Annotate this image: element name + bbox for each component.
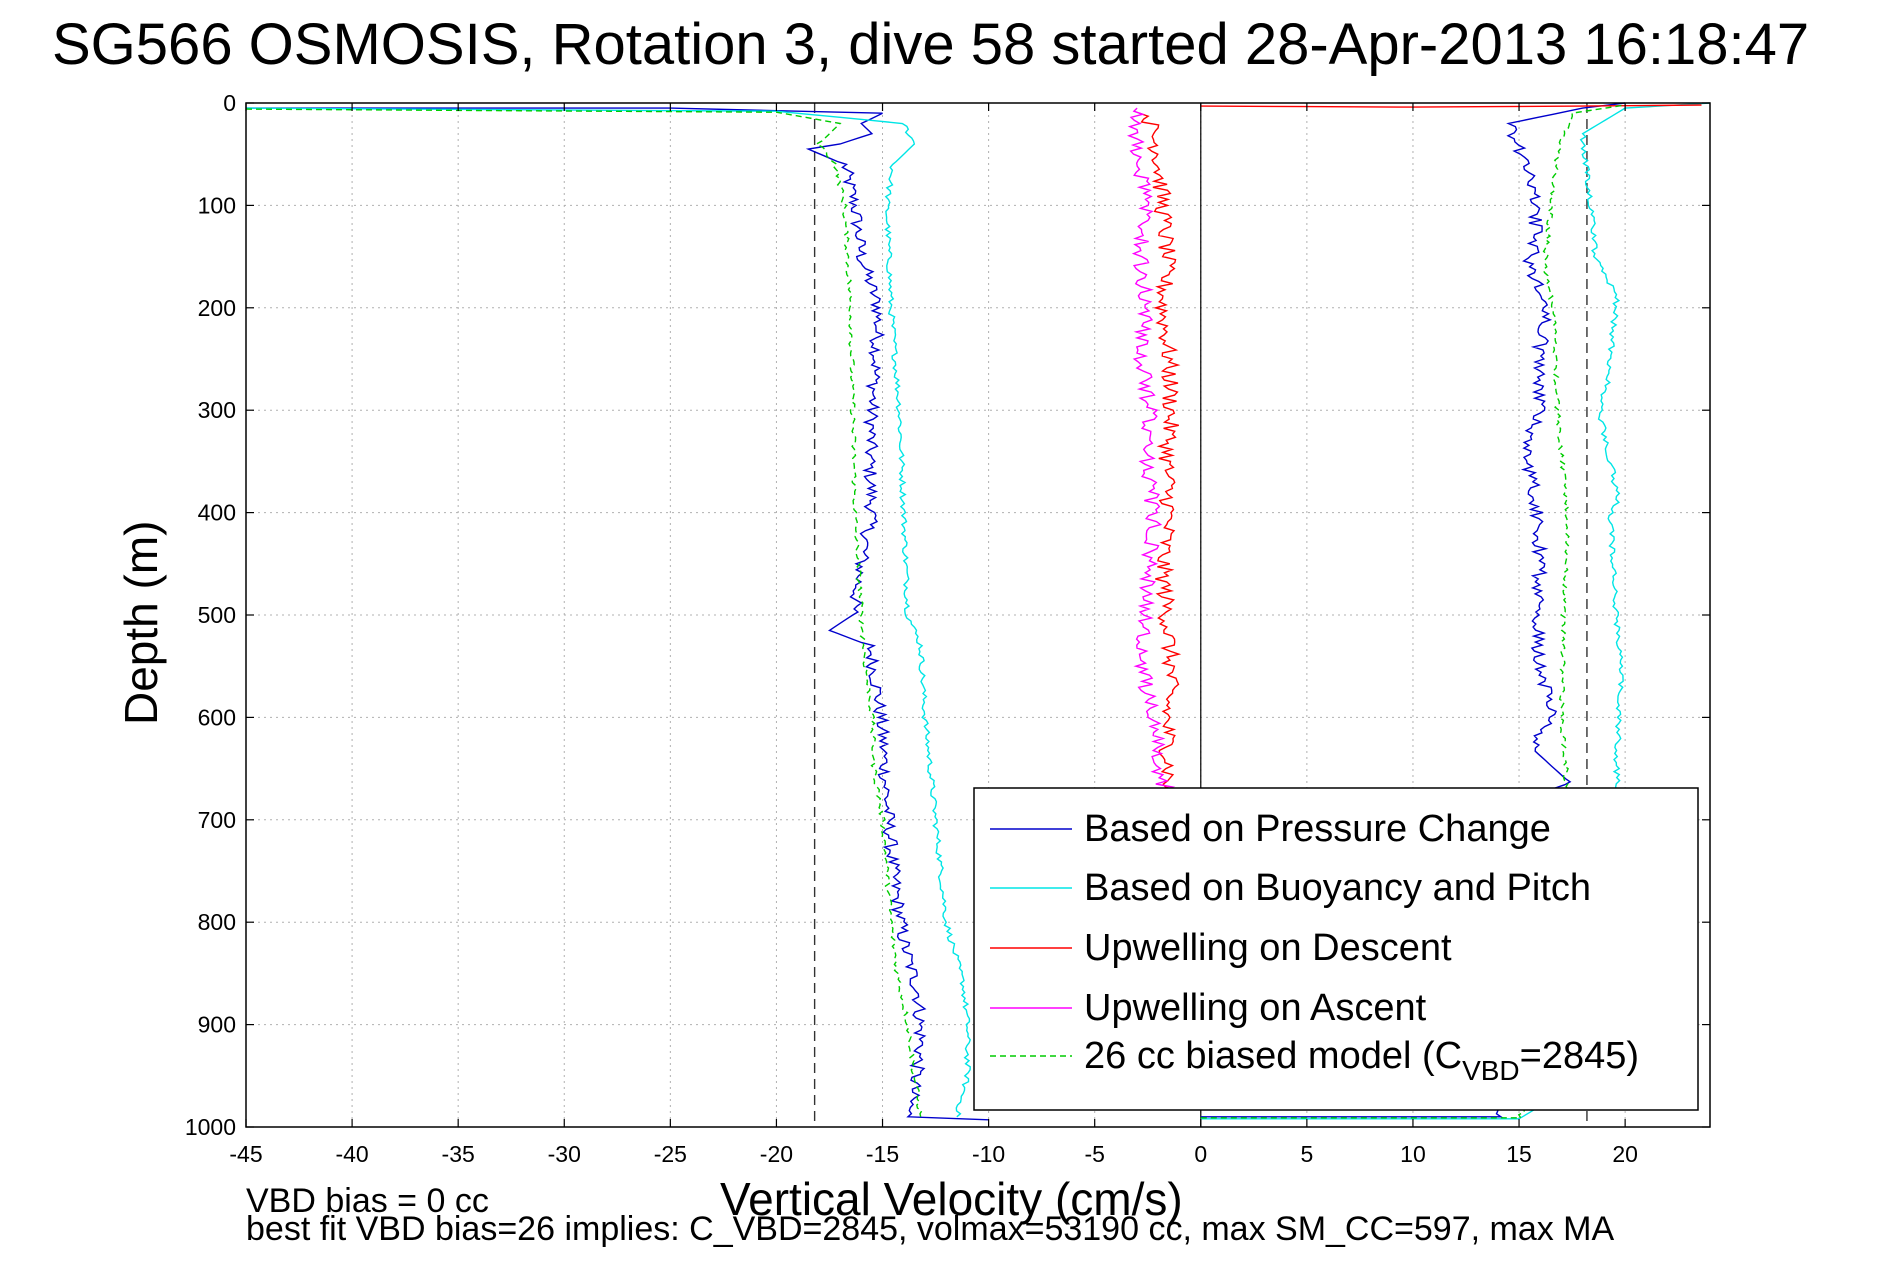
y-tick-label: 100 [198, 192, 236, 218]
y-tick-label: 300 [198, 397, 236, 423]
y-tick-label: 0 [223, 90, 236, 116]
x-tick-label: -25 [654, 1141, 687, 1167]
y-tick-label: 500 [198, 602, 236, 628]
x-tick-label: 0 [1194, 1141, 1207, 1167]
x-tick-label: -35 [442, 1141, 475, 1167]
legend-box [973, 787, 1699, 1111]
series-line-upwelling_descent [1139, 112, 1182, 800]
x-tick-label: -30 [548, 1141, 581, 1167]
x-ticks: -45 -40 -35 -30 -25 -20 -15 -10 -5 0 5 10 15 20 [229, 103, 1638, 1167]
x-tick-label: -45 [229, 1141, 262, 1167]
series-line-upwelling_descent [1200, 104, 1702, 108]
y-tick-label: 700 [198, 807, 236, 833]
series-line-pressure [246, 107, 989, 1121]
legend-label-pressure: Based on Pressure Change [1084, 808, 1551, 850]
chart-title: SG566 OSMOSIS, Rotation 3, dive 58 start… [52, 12, 1810, 77]
series-line-buoyancy [245, 107, 971, 1118]
x-axis-label: Vertical Velocity (cm/s) [720, 1173, 1183, 1225]
series-line-model [245, 108, 923, 1117]
x-tick-label: 5 [1300, 1141, 1313, 1167]
x-tick-label: -5 [1084, 1141, 1104, 1167]
legend-label-upwelling_descent: Upwelling on Descent [1084, 927, 1452, 969]
x-tick-label: -40 [335, 1141, 368, 1167]
best-fit-note: best fit VBD bias=26 implies: C_VBD=2845… [246, 1210, 1615, 1248]
y-axis-label: Depth (m) [115, 520, 167, 725]
x-tick-label: 15 [1506, 1141, 1532, 1167]
x-tick-label: -10 [972, 1141, 1005, 1167]
x-tick-label: -20 [760, 1141, 793, 1167]
legend-label-buoyancy: Based on Buoyancy and Pitch [1084, 867, 1591, 909]
x-tick-label: 20 [1612, 1141, 1638, 1167]
series-line-model [1200, 104, 1626, 1119]
x-tick-label: 10 [1400, 1141, 1426, 1167]
y-tick-label: 200 [198, 295, 236, 321]
legend: Based on Pressure Change Based on Buoyanc… [973, 787, 1699, 1111]
y-tick-label: 1000 [185, 1114, 236, 1140]
y-tick-label: 800 [198, 909, 236, 935]
legend-label-upwelling_ascent: Upwelling on Ascent [1084, 987, 1427, 1029]
y-tick-label: 400 [198, 500, 236, 526]
y-tick-label: 900 [198, 1012, 236, 1038]
y-tick-label: 600 [198, 704, 236, 730]
y-ticks: 0 100 200 300 400 500 600 700 800 900 1000 [185, 90, 1710, 1140]
x-tick-label: -15 [866, 1141, 899, 1167]
series-line-upwelling_ascent [1126, 107, 1176, 800]
vbd-bias-note: VBD bias = 0 cc [246, 1182, 489, 1220]
